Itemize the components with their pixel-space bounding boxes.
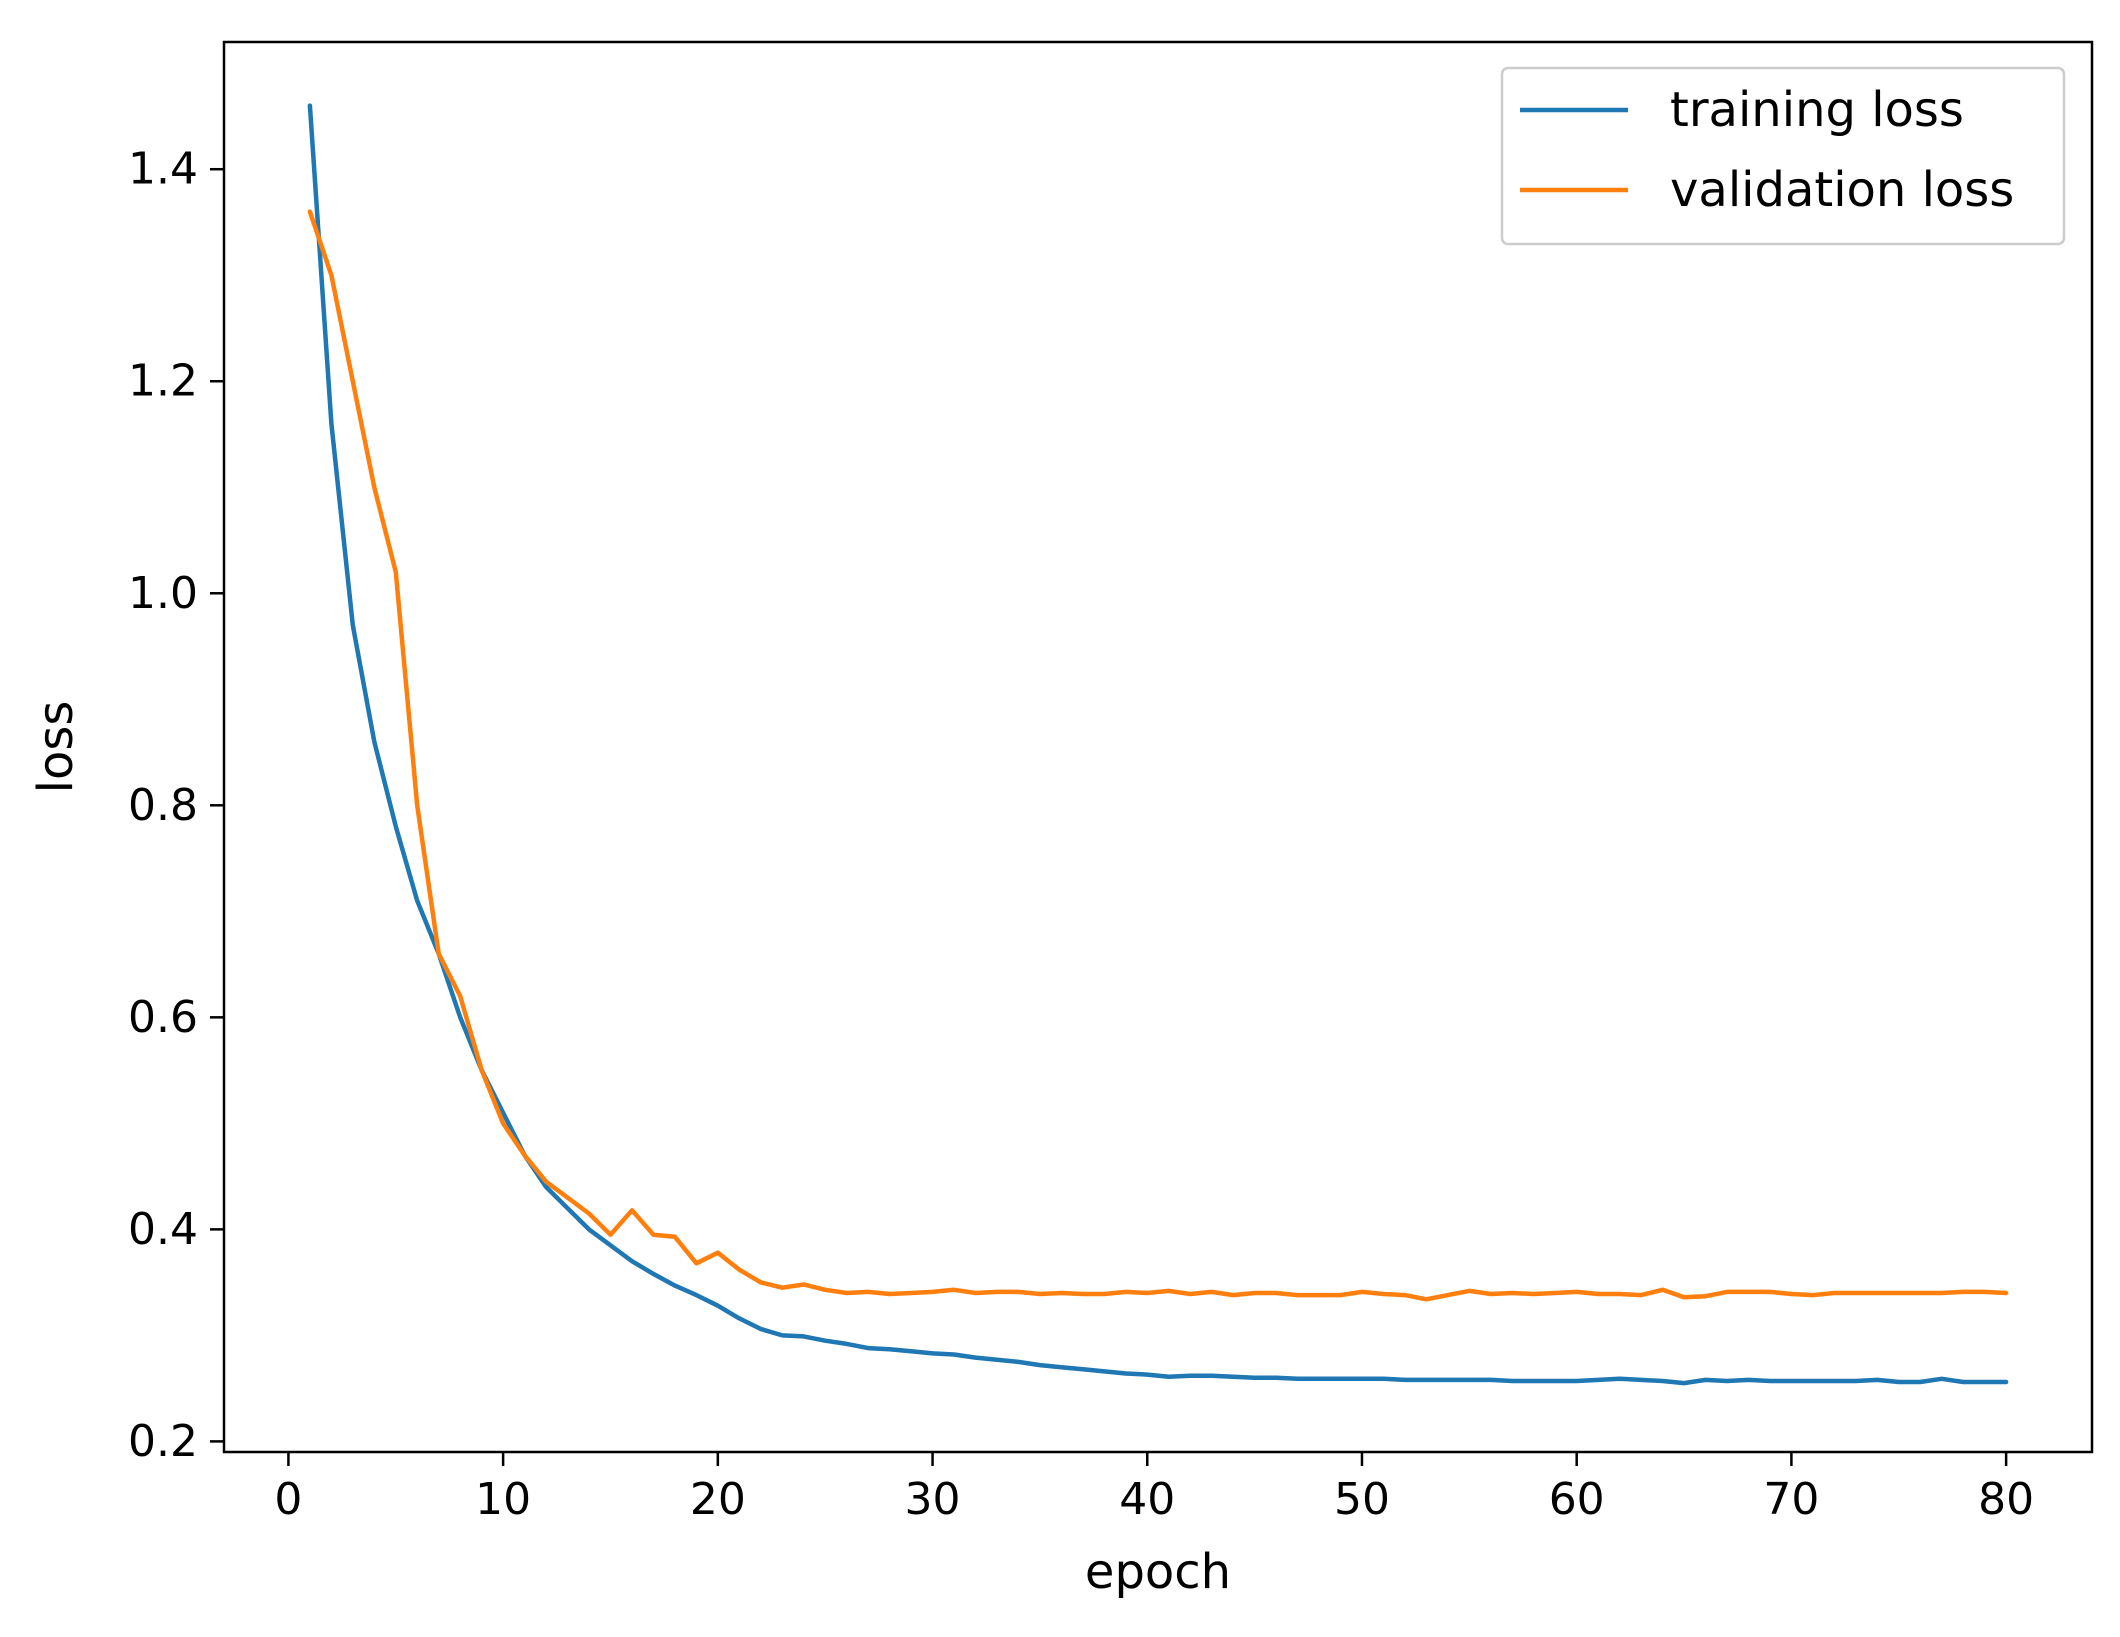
x-tick-label: 80 <box>1978 1474 2034 1525</box>
x-axis-ticks: 0 10 20 30 40 50 60 70 80 <box>274 1452 2034 1525</box>
x-tick-label: 0 <box>274 1474 302 1525</box>
y-axis-label: loss <box>28 701 84 794</box>
y-tick-label: 1.0 <box>128 568 198 619</box>
x-tick-label: 20 <box>690 1474 746 1525</box>
x-tick-label: 70 <box>1763 1474 1819 1525</box>
y-tick-label: 1.4 <box>128 144 198 195</box>
plot-area <box>222 40 2094 1454</box>
axes-frame <box>222 40 2094 1454</box>
x-tick-label: 50 <box>1334 1474 1390 1525</box>
y-tick-label: 0.6 <box>128 992 198 1043</box>
legend-label-training-loss: training loss <box>1670 82 1964 138</box>
y-tick-label: 0.8 <box>128 780 198 831</box>
x-tick-label: 40 <box>1119 1474 1175 1525</box>
x-tick-label: 60 <box>1549 1474 1605 1525</box>
y-tick-label: 0.4 <box>128 1204 198 1255</box>
x-tick-label: 30 <box>905 1474 961 1525</box>
x-axis-label: epoch <box>1085 1544 1231 1600</box>
series-layer <box>307 103 2009 1386</box>
y-tick-label: 1.2 <box>128 356 198 407</box>
legend: training loss validation loss <box>1500 66 2066 246</box>
y-axis-ticks: 0.2 0.4 0.6 0.8 1.0 1.2 1.4 <box>128 144 224 1467</box>
x-tick-label: 10 <box>475 1474 531 1525</box>
series-line-validation-loss <box>307 209 2009 1302</box>
legend-box <box>1500 66 2066 246</box>
legend-label-validation-loss: validation loss <box>1670 162 2014 218</box>
y-tick-label: 0.2 <box>128 1416 198 1467</box>
series-line-training-loss <box>307 103 2009 1386</box>
